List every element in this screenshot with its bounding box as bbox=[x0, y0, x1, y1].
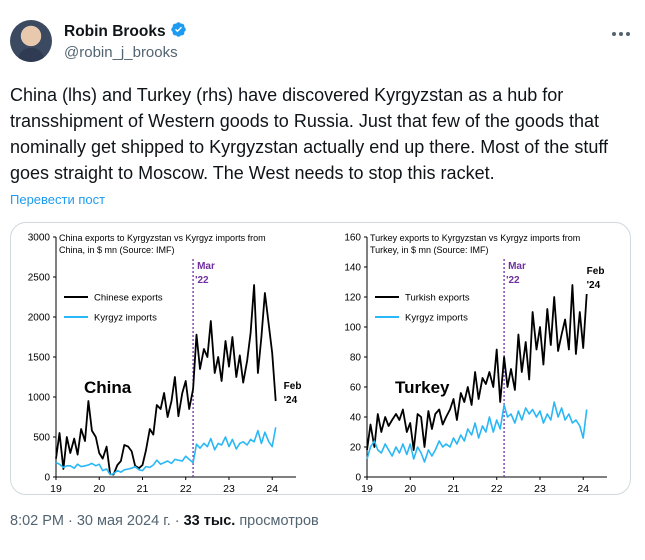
y-tick-label: 0 bbox=[44, 473, 50, 484]
chart-panel-turkey: Turkey exports to Kyrgyzstan vs Kyrgyz i… bbox=[344, 233, 607, 495]
series-line-exports bbox=[55, 284, 277, 476]
x-tick-label: 22 bbox=[491, 483, 503, 495]
translate-post-link[interactable]: Перевести пост bbox=[10, 192, 106, 207]
views-count: 33 тыс. bbox=[183, 513, 236, 529]
y-tick-label: 1000 bbox=[28, 393, 51, 404]
author-name-row: Robin Brooks bbox=[64, 21, 187, 43]
tweet-header: Robin Brooks @robin_j_brooks bbox=[10, 12, 635, 68]
legend-label: Turkish exports bbox=[405, 293, 470, 304]
x-tick-label: 23 bbox=[223, 483, 235, 495]
y-tick-label: 80 bbox=[350, 353, 362, 364]
author-handle[interactable]: @robin_j_brooks bbox=[64, 44, 178, 61]
x-tick-label: 24 bbox=[266, 483, 278, 495]
author-display-name[interactable]: Robin Brooks bbox=[64, 23, 166, 40]
views-label: просмотров bbox=[239, 513, 319, 529]
chart-big-label: China bbox=[84, 378, 132, 397]
x-tick-label: 19 bbox=[361, 483, 373, 495]
chart-title-line1: Turkey exports to Kyrgyzstan vs Kyrgyz i… bbox=[370, 233, 580, 243]
y-tick-label: 2500 bbox=[28, 273, 51, 284]
y-tick-label: 0 bbox=[355, 473, 361, 484]
y-tick-label: 500 bbox=[33, 433, 50, 444]
end-label: '24 bbox=[587, 280, 601, 291]
x-tick-label: 24 bbox=[577, 483, 589, 495]
y-tick-label: 3000 bbox=[28, 233, 51, 244]
legend-label: Chinese exports bbox=[94, 293, 163, 304]
meta-separator: · bbox=[68, 513, 73, 529]
chart-title-line1: China exports to Kyrgyzstan vs Kyrgyz im… bbox=[59, 233, 266, 243]
avatar[interactable] bbox=[10, 20, 52, 62]
tweet-text: China (lhs) and Turkey (rhs) have discov… bbox=[10, 85, 614, 183]
x-tick-label: 20 bbox=[93, 483, 105, 495]
tweet-meta: 8:02 PM · 30 мая 2024 г. · 33 тыс. просм… bbox=[10, 513, 319, 529]
y-tick-label: 20 bbox=[350, 443, 362, 454]
x-tick-label: 20 bbox=[404, 483, 416, 495]
y-tick-label: 40 bbox=[350, 413, 362, 424]
y-tick-label: 2000 bbox=[28, 313, 51, 324]
x-tick-label: 23 bbox=[534, 483, 546, 495]
chart-big-label: Turkey bbox=[395, 378, 450, 397]
y-tick-label: 60 bbox=[350, 383, 362, 394]
series-line-imports bbox=[55, 427, 277, 476]
legend-label: Kyrgyz imports bbox=[405, 313, 468, 324]
marker-label: '22 bbox=[506, 275, 520, 286]
x-tick-label: 19 bbox=[50, 483, 62, 495]
end-label: Feb bbox=[284, 381, 302, 392]
verified-badge-icon bbox=[170, 21, 187, 43]
end-label: Feb bbox=[587, 266, 605, 277]
x-tick-label: 22 bbox=[180, 483, 192, 495]
x-tick-label: 21 bbox=[448, 483, 460, 495]
y-tick-label: 100 bbox=[344, 323, 361, 334]
end-label: '24 bbox=[284, 395, 298, 406]
chart-panel-china: China exports to Kyrgyzstan vs Kyrgyz im… bbox=[28, 233, 302, 495]
tweet-media-image[interactable]: China exports to Kyrgyzstan vs Kyrgyz im… bbox=[10, 222, 631, 495]
more-options-icon[interactable] bbox=[609, 26, 633, 42]
y-tick-label: 140 bbox=[344, 263, 361, 274]
chart-panels: China exports to Kyrgyzstan vs Kyrgyz im… bbox=[28, 233, 607, 495]
marker-label: Mar bbox=[508, 261, 526, 272]
marker-label: '22 bbox=[195, 275, 209, 286]
tweet-date[interactable]: 30 мая 2024 г. bbox=[76, 513, 171, 529]
chart-title-line2: China, in $ mn (Source: IMF) bbox=[59, 245, 175, 255]
x-tick-label: 21 bbox=[137, 483, 149, 495]
chart-title-line2: Turkey, in $ mn (Source: IMF) bbox=[370, 245, 489, 255]
marker-label: Mar bbox=[197, 261, 215, 272]
series-line-imports bbox=[366, 401, 588, 463]
legend-label: Kyrgyz imports bbox=[94, 313, 157, 324]
y-tick-label: 160 bbox=[344, 233, 361, 244]
y-tick-label: 120 bbox=[344, 293, 361, 304]
y-tick-label: 1500 bbox=[28, 353, 51, 364]
meta-separator: · bbox=[174, 513, 180, 529]
series-line-exports bbox=[366, 284, 588, 451]
tweet-time[interactable]: 8:02 PM bbox=[10, 513, 64, 529]
